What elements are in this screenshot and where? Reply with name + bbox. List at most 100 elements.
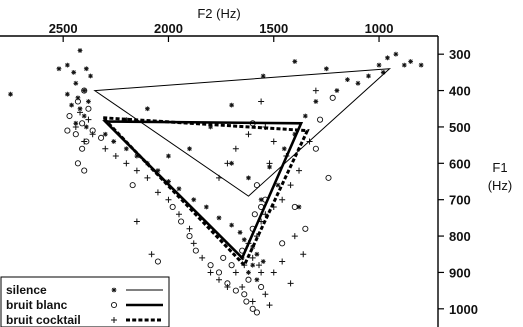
plus-point [81, 138, 88, 145]
star-point [260, 259, 266, 264]
star-point [292, 59, 298, 64]
x-axis-title: F2 (Hz) [197, 6, 240, 21]
star-point [334, 88, 340, 93]
star-point [71, 69, 77, 75]
circle-point [243, 298, 250, 305]
circle-point [74, 98, 81, 105]
plus-point [270, 138, 277, 145]
star-point [86, 99, 91, 104]
plus-point [89, 131, 96, 138]
circle-point [98, 134, 105, 141]
x-tick-label: 1500 [259, 21, 288, 36]
legend-label: bruit cocktail [6, 313, 81, 327]
circle-point [79, 120, 86, 127]
circle-point [249, 305, 256, 312]
plus-point [312, 87, 319, 94]
circle-point [74, 160, 81, 167]
star-point [275, 182, 281, 188]
circle-point [207, 262, 214, 269]
circle-point [220, 254, 227, 261]
plus-point [245, 131, 252, 138]
star-point [123, 146, 129, 152]
plus-point [133, 218, 140, 225]
x-tick-label: 2000 [154, 21, 183, 36]
plus-point [186, 225, 193, 232]
plot-area: 2500 2000 1500 1000 300 400 500 600 700 800 900 10… [0, 21, 478, 327]
circle-point [215, 269, 223, 276]
star-point [155, 168, 161, 173]
vowel-triangle-silence [93, 68, 392, 197]
plus-point [148, 251, 155, 258]
star-point [366, 73, 371, 79]
plus-point [123, 160, 130, 167]
plus-point [165, 196, 172, 203]
y-axis-unit: (Hz) [488, 178, 513, 193]
y-tick-label: 900 [449, 265, 471, 280]
plus-point [287, 280, 294, 287]
plus-point [262, 291, 269, 298]
plus-point [232, 269, 239, 276]
plus-point [256, 262, 263, 269]
circle-point [154, 258, 161, 265]
circle-point [279, 240, 286, 247]
circle-point [253, 309, 260, 316]
star-point [296, 204, 302, 210]
star-point [73, 120, 79, 126]
star-point [281, 146, 287, 152]
circle-point [325, 174, 332, 181]
plus-point [72, 123, 79, 130]
y-tick-label: 600 [449, 156, 471, 171]
star-point [418, 62, 424, 68]
y-tick-label: 400 [449, 84, 471, 99]
plus-point [249, 254, 256, 261]
star-point [64, 62, 70, 68]
star-point [385, 55, 390, 61]
star-point [250, 244, 256, 250]
star-point [216, 215, 222, 221]
star-point [393, 51, 399, 57]
star-point [345, 77, 350, 83]
star-point [56, 66, 62, 72]
star-point [254, 277, 260, 283]
circle-point [245, 276, 252, 283]
y-tick-label: 500 [449, 120, 471, 135]
plus-point [154, 189, 161, 196]
star-point [134, 153, 140, 159]
star-point [355, 80, 361, 86]
star-point [250, 262, 256, 268]
series-bruit-blanc [64, 87, 336, 316]
circle-point [81, 167, 88, 174]
y-tick-label: 700 [449, 193, 471, 208]
star-point [145, 106, 150, 112]
plus-point [262, 211, 269, 218]
plus-point [190, 240, 197, 247]
star-point [408, 59, 414, 64]
star-point [102, 131, 108, 137]
star-point [111, 139, 117, 144]
star-point [83, 66, 89, 72]
plus-point [296, 167, 303, 174]
legend-star-icon [111, 287, 117, 293]
star-point [237, 230, 243, 235]
star-point [73, 80, 79, 86]
circle-point [302, 225, 309, 232]
star-point [208, 124, 213, 130]
plus-point [112, 153, 119, 160]
star-point [77, 48, 83, 53]
plus-point [224, 283, 231, 290]
series-silence [8, 48, 424, 283]
star-point [8, 91, 13, 97]
circle-point [64, 127, 71, 134]
circle-point [241, 291, 248, 298]
star-point [246, 175, 251, 181]
plus-point [133, 167, 140, 174]
star-point [69, 102, 74, 108]
star-point [292, 131, 298, 137]
plus-point [270, 269, 277, 276]
star-point [313, 99, 319, 104]
legend-label: silence [6, 283, 47, 297]
star-point [77, 106, 83, 112]
star-point [187, 146, 192, 152]
y-tick-label: 1000 [449, 302, 478, 317]
